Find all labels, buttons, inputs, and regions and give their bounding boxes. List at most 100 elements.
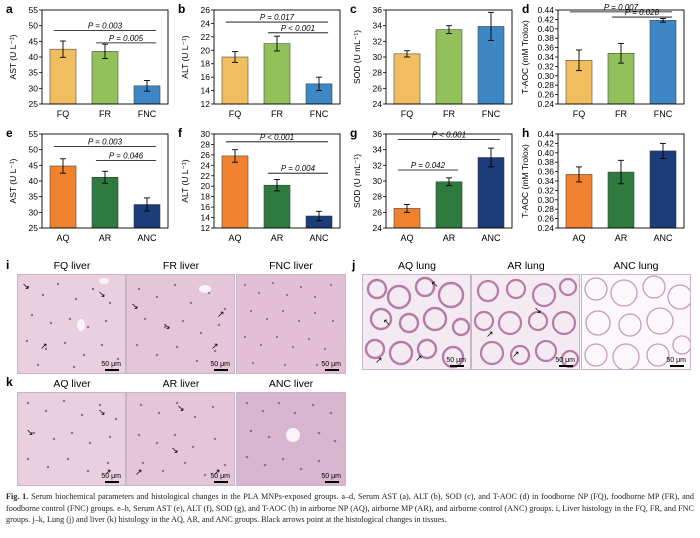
y-tick-label: 30 xyxy=(29,207,39,217)
y-tick-label: 16 xyxy=(201,202,211,212)
bar-c-fq xyxy=(393,53,421,105)
y-tick-label: 0.28 xyxy=(537,80,554,90)
y-tick-label: 26 xyxy=(201,150,211,160)
arrow-icon: ↖ xyxy=(431,279,439,289)
arrow-icon: ↘ xyxy=(163,321,171,331)
histo-title-ar-liver: AR liver xyxy=(162,378,200,390)
y-tick-label: 36 xyxy=(373,5,383,15)
panel-label-f: f xyxy=(178,126,183,140)
histo-title-anc-liver: ANC liver xyxy=(268,378,314,390)
chart-panel-f: f AQ AR ANC 12 14 16 18 20 22 24 26 28 30 ALT (U L⁻¹) P… xyxy=(176,126,344,248)
caption-lead: Fig. 1. xyxy=(6,492,29,501)
y-tick-label: 50 xyxy=(29,21,39,31)
x-tick-label: ANC xyxy=(309,233,329,243)
arrow-icon: ↘ xyxy=(131,301,139,311)
y-axis-label: SOD (U mL⁻¹) xyxy=(352,30,362,84)
y-tick-label: 30 xyxy=(373,52,383,62)
y-tick-label: 24 xyxy=(373,99,383,109)
x-tick-label: FNC xyxy=(138,109,157,119)
histology-image-fq-liver: ↘ ↘ ↗ 50 μm xyxy=(17,274,126,374)
y-tick-label: 22 xyxy=(201,32,211,42)
x-tick-label: FNC xyxy=(654,109,673,119)
scale-bar xyxy=(450,365,464,367)
liver-tissue-texture xyxy=(25,278,120,369)
y-tick-label: 34 xyxy=(373,145,383,155)
histology-image-aq-liver: ↘ ↘ ↗ 50 μm xyxy=(17,392,126,486)
y-axis-label: ALT (U L⁻¹) xyxy=(180,35,190,79)
panel-label-c: c xyxy=(350,2,357,16)
histo-title-fr-liver: FR liver xyxy=(162,260,200,272)
x-tick-label: AR xyxy=(271,233,284,243)
y-axis-label: SOD (U mL⁻¹) xyxy=(352,154,362,208)
p-value-label: P < 0.001 xyxy=(281,24,315,33)
arrow-icon: ↗ xyxy=(375,355,383,365)
y-tick-label: 28 xyxy=(373,192,383,202)
y-tick-label: 0.42 xyxy=(537,138,554,148)
chart-panel-d: d FQ FR FNC 0.24 0.26 0.28 0.30 0.32 0.34 0.36 0.38… xyxy=(520,2,688,124)
y-tick-label: 30 xyxy=(29,83,39,93)
arrow-icon: ↗ xyxy=(211,341,219,351)
y-tick-label: 28 xyxy=(201,139,211,149)
bar-chart-d: d FQ FR FNC 0.240.260.280.300.320.340.360.38… xyxy=(520,2,685,119)
x-tick-label: ANC xyxy=(137,233,157,243)
y-tick-label: 0.32 xyxy=(537,61,554,71)
scale-label: 50 μm xyxy=(210,473,230,480)
y-tick-label: 0.26 xyxy=(537,90,554,100)
liver-tissue-texture xyxy=(137,401,227,477)
y-tick-label: 55 xyxy=(29,129,39,139)
histology-image-aq-lung: ↖ ↖ ↗ ↗ 50 μm xyxy=(362,274,471,370)
p-value-label: P = 0.007 xyxy=(604,3,639,12)
histo-title-aq-liver: AQ liver xyxy=(53,378,91,390)
p-value-label: P = 0.046 xyxy=(109,152,144,161)
scale-bar xyxy=(105,481,119,483)
y-tick-label: 0.38 xyxy=(537,33,554,43)
y-tick-label: 32 xyxy=(373,36,383,46)
y-tick-label: 24 xyxy=(201,160,211,170)
x-tick-label: FNC xyxy=(482,109,501,119)
y-tick-label: 30 xyxy=(201,129,211,139)
bar-e-ar xyxy=(91,176,119,229)
liver-tissue-texture xyxy=(243,281,335,367)
scale-bar xyxy=(214,369,228,371)
caption-text: Serum biochemical parameters and histolo… xyxy=(6,492,694,524)
y-axis-label: T-AOC (mM Trolox) xyxy=(520,20,530,94)
arrow-icon: ↗ xyxy=(415,353,423,363)
bar-f-ar xyxy=(263,184,291,229)
figure-caption: Fig. 1. Serum biochemical parameters and… xyxy=(6,491,694,526)
axes-frame xyxy=(213,9,341,105)
y-tick-label: 0.42 xyxy=(537,14,554,24)
x-tick-label: AR xyxy=(99,233,112,243)
y-tick-label: 32 xyxy=(373,160,383,170)
arrow-icon: ↗ xyxy=(512,349,520,359)
bar-g-ar xyxy=(435,181,463,229)
histology-image-fr-liver: ↘ ↘ ↗ ↗ 50 μm xyxy=(126,274,235,374)
bar-e-aq xyxy=(49,165,77,229)
bar-chart-a: a FQ FR FNC 25 30 35 40 45 50 55 AST (U L⁻¹) P = 0.0… xyxy=(6,2,169,119)
x-tick-label: FR xyxy=(443,109,455,119)
x-tick-label: FNC xyxy=(310,109,329,119)
y-tick-label: 45 xyxy=(29,160,39,170)
x-tick-label: AQ xyxy=(56,233,69,243)
arrow-icon: ↗ xyxy=(104,467,112,477)
p-value-label: P = 0.028 xyxy=(625,8,660,17)
histo-title-fnc-liver: FNC liver xyxy=(269,260,313,272)
y-tick-label: 26 xyxy=(373,83,383,93)
x-tick-label: FQ xyxy=(57,109,70,119)
x-tick-label: AR xyxy=(615,233,628,243)
chart-panel-g: g AQ AR ANC 24 26 28 30 32 34 36 SOD (U mL⁻¹) P < 0.… xyxy=(348,126,516,248)
arrow-icon: ↖ xyxy=(383,317,391,327)
bar-chart-b: b FQ FR FNC 12 14 16 18 20 22 24 26 ALT (U L⁻¹) P = 0… xyxy=(178,2,341,119)
p-value-label: P = 0.005 xyxy=(109,34,144,43)
scale-label: 50 μm xyxy=(555,357,575,364)
panel-label-b: b xyxy=(178,2,185,16)
y-tick-label: 36 xyxy=(373,129,383,139)
lung-tissue-texture xyxy=(364,276,470,369)
chart-panel-h: h AQ AR ANC 0.24 0.26 0.28 0.30 0.32 0.34 0.36 0.38… xyxy=(520,126,688,248)
y-tick-label: 0.38 xyxy=(537,157,554,167)
y-tick-label: 22 xyxy=(201,171,211,181)
y-tick-label: 0.30 xyxy=(537,71,554,81)
liver-tissue-texture xyxy=(245,401,337,471)
y-tick-label: 0.24 xyxy=(537,223,554,233)
y-tick-label: 12 xyxy=(201,223,211,233)
bar-a-fr xyxy=(91,51,119,105)
